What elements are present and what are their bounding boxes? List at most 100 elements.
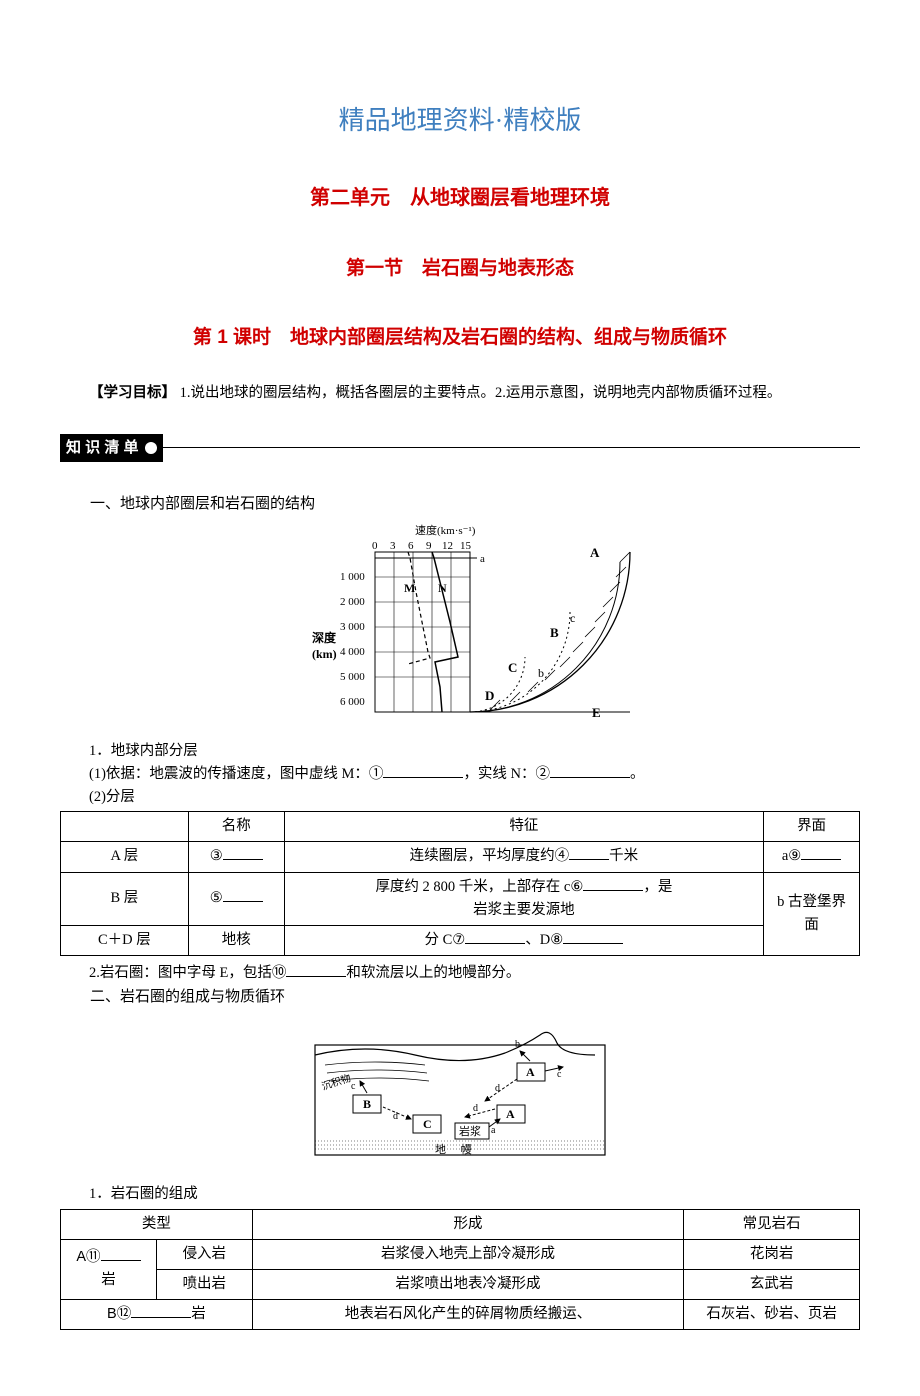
blank-2[interactable] — [550, 763, 630, 778]
knowledge-list-badge: 知 识 清 单 — [60, 434, 163, 462]
t2r1-sub: 喷出岩 — [156, 1269, 252, 1299]
t1r2c2s: ，是 — [643, 879, 672, 895]
part2-heading: 二、岩石圈的组成与物质循环 — [60, 985, 860, 1009]
t2r1-form: 岩浆喷出地表冷凝形成 — [252, 1269, 683, 1299]
t1r3c0: C＋D 层 — [61, 925, 189, 955]
d1-xt5: 15 — [460, 540, 472, 552]
p1-basis: (1)依据：地震波的传播速度，图中虚线 M：①，实线 N：②。 — [60, 763, 860, 786]
d1-yt5: 6 000 — [340, 696, 365, 708]
unit-title: 第二单元 从地球圈层看地理环境 — [60, 182, 860, 214]
d1-xt0: 0 — [372, 540, 378, 552]
knowledge-list-badge-row: 知 识 清 单 — [60, 434, 860, 462]
objectives: 【学习目标】 1.说出地球的圈层结构，概括各圈层的主要特点。2.运用示意图，说明… — [60, 382, 860, 405]
d1-c: c — [570, 611, 575, 625]
t2r0-sub: 侵入岩 — [156, 1239, 252, 1269]
t2h2: 常见岩石 — [684, 1209, 860, 1239]
t1r0c2: 连续圈层，平均厚度约④ 千米 — [284, 842, 763, 872]
d2-mantle: 地 幔 — [435, 1143, 478, 1156]
t1h2: 特征 — [284, 812, 763, 842]
t2r0-type: A⑪ 岩 — [61, 1239, 157, 1299]
table-row: 类型 形成 常见岩石 — [61, 1209, 860, 1239]
t1r3c2m: 、D⑧ — [525, 932, 563, 948]
d1-xt4: 12 — [442, 540, 453, 552]
rock-cycle-diagram: 沉积物 A A B C 岩浆 地 幔 a b c c d d d — [60, 1015, 860, 1173]
objectives-label: 【学习目标】 — [89, 385, 176, 401]
d1-xt1: 3 — [390, 540, 396, 552]
t1r0c0: A 层 — [61, 842, 189, 872]
blank-8[interactable] — [563, 929, 623, 944]
part1-heading: 一、地球内部圈层和岩石圈的结构 — [60, 492, 860, 516]
t1-boundary-b: b 古登堡界面 — [764, 872, 860, 956]
t1h0 — [61, 812, 189, 842]
basis-mid: ，实线 N：② — [463, 766, 550, 782]
d1-ylabel-bot: (km) — [312, 647, 337, 661]
objectives-text: 1.说出地球的圈层结构，概括各圈层的主要特点。2.运用示意图，说明地壳内部物质循… — [180, 385, 782, 401]
badge-line — [163, 447, 860, 448]
d2-C: C — [423, 1117, 432, 1131]
t1h3: 界面 — [764, 812, 860, 842]
blank-6[interactable] — [583, 876, 643, 891]
d1-curve-n — [432, 552, 458, 712]
rock-table: 类型 形成 常见岩石 A⑪ 岩 侵入岩 岩浆侵入地壳上部冷凝形成 花岗岩 喷出岩… — [60, 1209, 860, 1331]
basis-prefix: (1)依据：地震波的传播速度，图中虚线 M：① — [89, 766, 383, 782]
d2-b: b — [515, 1039, 520, 1050]
d2-A1: A — [526, 1065, 535, 1079]
table-row: B⑫ 岩 地表岩石风化产生的碎屑物质经搬运、 石灰岩、砂岩、页岩 — [61, 1300, 860, 1330]
t2r1-rock: 玄武岩 — [684, 1269, 860, 1299]
d2-a: a — [491, 1125, 496, 1136]
table-row: A⑪ 岩 侵入岩 岩浆侵入地壳上部冷凝形成 花岗岩 — [61, 1239, 860, 1269]
blank-1[interactable] — [383, 763, 463, 778]
table-row: 喷出岩 岩浆喷出地表冷凝形成 玄武岩 — [61, 1269, 860, 1299]
t2r2-form: 地表岩石风化产生的碎屑物质经搬运、 — [252, 1300, 683, 1330]
d1-yt2: 3 000 — [340, 621, 365, 633]
table-row: 名称 特征 界面 — [61, 812, 860, 842]
d2-d2: d — [473, 1103, 478, 1114]
t2r0-form: 岩浆侵入地壳上部冷凝形成 — [252, 1239, 683, 1269]
table-row: C＋D 层 地核 分 C⑦ 、D⑧ — [61, 925, 860, 955]
t2r2-rock: 石灰岩、砂岩、页岩 — [684, 1300, 860, 1330]
t1r0c1p: ③ — [210, 848, 223, 864]
t1r3c2: 分 C⑦ 、D⑧ — [284, 925, 763, 955]
t1h1: 名称 — [188, 812, 284, 842]
earth-interior-diagram: 速度(km·s⁻¹) 0 3 6 9 12 15 1 000 2 000 3 0… — [60, 522, 860, 730]
t2r2tp: B⑫ — [107, 1306, 131, 1322]
t1r2c0: B 层 — [61, 872, 189, 925]
layer-table: 名称 特征 界面 A 层 ③ 连续圈层，平均厚度约④千米 a⑨ B 层 ⑤ 厚度… — [60, 811, 860, 956]
d1-D: D — [485, 688, 494, 703]
blank-5[interactable] — [223, 888, 263, 903]
t1r2c2l2: 岩浆主要发源地 — [473, 902, 575, 918]
blank-4[interactable] — [569, 846, 609, 861]
d2-A2: A — [506, 1107, 515, 1121]
t2h1: 形成 — [252, 1209, 683, 1239]
blank-7[interactable] — [465, 929, 525, 944]
blank-9[interactable] — [801, 846, 841, 861]
d1-a: a — [480, 553, 485, 565]
t1ba: a⑨ — [782, 848, 801, 864]
p2-item1: 1．岩石圈的组成 — [60, 1183, 860, 1206]
table-row: A 层 ③ 连续圈层，平均厚度约④ 千米 a⑨ — [61, 842, 860, 872]
d1-N: N — [438, 581, 447, 595]
t1r2c2p: 厚度约 2 800 千米，上部存在 c⑥ — [375, 879, 583, 895]
p1-note-suffix: 和软流层以上的地幔部分。 — [346, 965, 520, 981]
t1r3c1: 地核 — [188, 925, 284, 955]
section-title: 第一节 岩石圈与地表形态 — [60, 254, 860, 284]
badge-dot-icon — [145, 442, 157, 454]
t2r0-rock: 花岗岩 — [684, 1239, 860, 1269]
d1-b: b — [538, 666, 544, 680]
d1-C: C — [508, 660, 517, 675]
t1r0c2p: 连续圈层，平均厚度约④ — [410, 848, 570, 864]
d1-xt3: 9 — [426, 540, 432, 552]
t2r0ts: 岩 — [101, 1272, 116, 1288]
d2-c2: c — [557, 1069, 562, 1080]
blank-12[interactable] — [131, 1304, 191, 1319]
blank-3[interactable] — [223, 846, 263, 861]
t1-boundary-a: a⑨ — [764, 842, 860, 872]
t1r3c2p: 分 C⑦ — [425, 932, 466, 948]
d2-d3: d — [495, 1083, 500, 1094]
blank-10[interactable] — [286, 963, 346, 978]
t2r2ts: 岩 — [191, 1306, 206, 1322]
d1-yt1: 2 000 — [340, 596, 365, 608]
d1-curve-m — [408, 552, 430, 664]
t1r0c2s: 千米 — [609, 848, 638, 864]
blank-11[interactable] — [101, 1247, 141, 1262]
